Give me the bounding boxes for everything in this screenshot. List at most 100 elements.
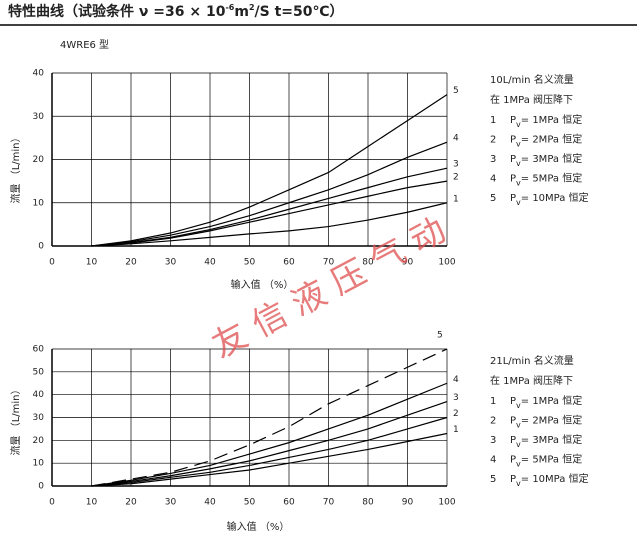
- y-axis-title: 流量 （L/min）: [9, 133, 22, 204]
- x-tick-label: 60: [283, 498, 295, 508]
- legend-note: 在 1MPa 阀压降下: [490, 93, 573, 106]
- y-tick-label: 10: [33, 198, 45, 208]
- legend-desc: = 3MPa 恒定: [521, 433, 582, 446]
- legend-desc: = 3MPa 恒定: [521, 152, 582, 165]
- x-tick-label: 60: [283, 258, 295, 268]
- series-label: 4: [453, 134, 459, 144]
- x-tick-label: 30: [165, 258, 177, 268]
- y-tick-label: 0: [38, 242, 44, 252]
- series-line: [91, 432, 448, 487]
- legend-symbol: P: [510, 416, 516, 427]
- y-tick-label: 40: [33, 390, 45, 400]
- y-tick-label: 30: [33, 112, 45, 122]
- series-line: [91, 382, 448, 487]
- y-tick-label: 20: [33, 155, 45, 165]
- legend-text: Pv= 10MPa 恒定: [510, 472, 589, 488]
- y-tick-label: 20: [33, 436, 45, 446]
- y-tick-label: 60: [33, 345, 45, 355]
- legend-desc: = 1MPa 恒定: [521, 394, 582, 407]
- legend-sub: v: [516, 198, 521, 207]
- y-tick-label: 10: [33, 459, 45, 469]
- x-tick-label: 100: [438, 498, 455, 508]
- legend-note: 在 1MPa 阀压降下: [490, 374, 573, 387]
- legend-symbol: P: [510, 174, 516, 185]
- legend-sub: v: [516, 420, 521, 429]
- series-line: [91, 141, 448, 247]
- x-tick-label: 50: [244, 258, 256, 268]
- y-tick-label: 0: [38, 482, 44, 492]
- legend-symbol: P: [510, 474, 516, 485]
- legend-symbol: P: [510, 455, 516, 466]
- legend-text: Pv= 2MPa 恒定: [510, 133, 582, 149]
- x-axis-title: 输入值 （%）: [231, 278, 294, 291]
- legend-text: Pv= 3MPa 恒定: [510, 433, 582, 449]
- x-tick-label: 40: [204, 498, 216, 508]
- legend-number: 4: [490, 455, 496, 466]
- legend-number: 1: [490, 396, 496, 407]
- subtitle: 4WRE6 型: [60, 38, 109, 51]
- legend-text: Pv= 3MPa 恒定: [510, 152, 582, 168]
- legend-sub: v: [516, 120, 521, 129]
- y-tick-label: 50: [33, 367, 45, 377]
- series-line: [91, 94, 448, 247]
- legend-sub: v: [516, 479, 521, 488]
- legend-number: 2: [490, 135, 496, 146]
- series-label: 1: [453, 194, 459, 204]
- x-tick-label: 80: [362, 498, 374, 508]
- x-tick-label: 20: [125, 498, 137, 508]
- x-axis-title: 输入值 （%）: [227, 520, 290, 533]
- legend-desc: = 10MPa 恒定: [521, 472, 589, 485]
- series-label: 1: [453, 425, 459, 435]
- legend-symbol: P: [510, 115, 516, 126]
- legend-sub: v: [516, 139, 521, 148]
- legend-note: 21L/min 名义流量: [490, 354, 574, 367]
- legend-desc: = 2MPa 恒定: [521, 133, 582, 146]
- series-line: [91, 416, 448, 487]
- x-tick-label: 90: [402, 498, 414, 508]
- x-tick-label: 0: [49, 258, 55, 268]
- x-tick-label: 40: [204, 258, 216, 268]
- x-tick-label: 70: [323, 258, 335, 268]
- x-tick-label: 80: [362, 258, 374, 268]
- legend-desc: = 2MPa 恒定: [521, 414, 582, 427]
- series-line: [91, 180, 448, 247]
- x-tick-label: 20: [125, 258, 137, 268]
- legend-number: 3: [490, 154, 496, 165]
- x-tick-label: 10: [86, 258, 98, 268]
- legend-text: Pv= 5MPa 恒定: [510, 453, 582, 469]
- legend-note: 10L/min 名义流量: [490, 73, 574, 86]
- legend-symbol: P: [510, 135, 516, 146]
- legend-sub: v: [516, 401, 521, 410]
- legend-number: 2: [490, 416, 496, 427]
- legend-desc: = 1MPa 恒定: [521, 113, 582, 126]
- legend-symbol: P: [510, 154, 516, 165]
- legend-desc: = 5MPa 恒定: [521, 453, 582, 466]
- legend-number: 4: [490, 174, 496, 185]
- series-label: 3: [453, 160, 459, 170]
- legend-text: Pv= 10MPa 恒定: [510, 191, 589, 207]
- x-tick-label: 50: [244, 498, 256, 508]
- x-tick-label: 10: [86, 498, 98, 508]
- x-tick-label: 30: [165, 498, 177, 508]
- legend-desc: = 10MPa 恒定: [521, 191, 589, 204]
- series-label: 2: [453, 173, 459, 183]
- series-label: 3: [453, 393, 459, 403]
- legend-symbol: P: [510, 193, 516, 204]
- legend-number: 5: [490, 193, 496, 204]
- title: 特性曲线（试验条件 ν =36 × 10-6m2/S t=50℃）: [8, 3, 343, 21]
- legend-sub: v: [516, 459, 521, 468]
- legend-number: 5: [490, 474, 496, 485]
- legend-number: 3: [490, 435, 496, 446]
- x-tick-label: 90: [402, 258, 414, 268]
- x-tick-label: 70: [323, 498, 335, 508]
- series-label: 5: [437, 331, 443, 341]
- legend-number: 1: [490, 115, 496, 126]
- legend-sub: v: [516, 178, 521, 187]
- legend-sub: v: [516, 159, 521, 168]
- y-tick-label: 30: [33, 413, 45, 423]
- legend-symbol: P: [510, 396, 516, 407]
- series-label: 2: [453, 409, 459, 419]
- series-label: 4: [453, 375, 459, 385]
- y-tick-label: 40: [33, 69, 45, 79]
- series-line: [91, 202, 448, 247]
